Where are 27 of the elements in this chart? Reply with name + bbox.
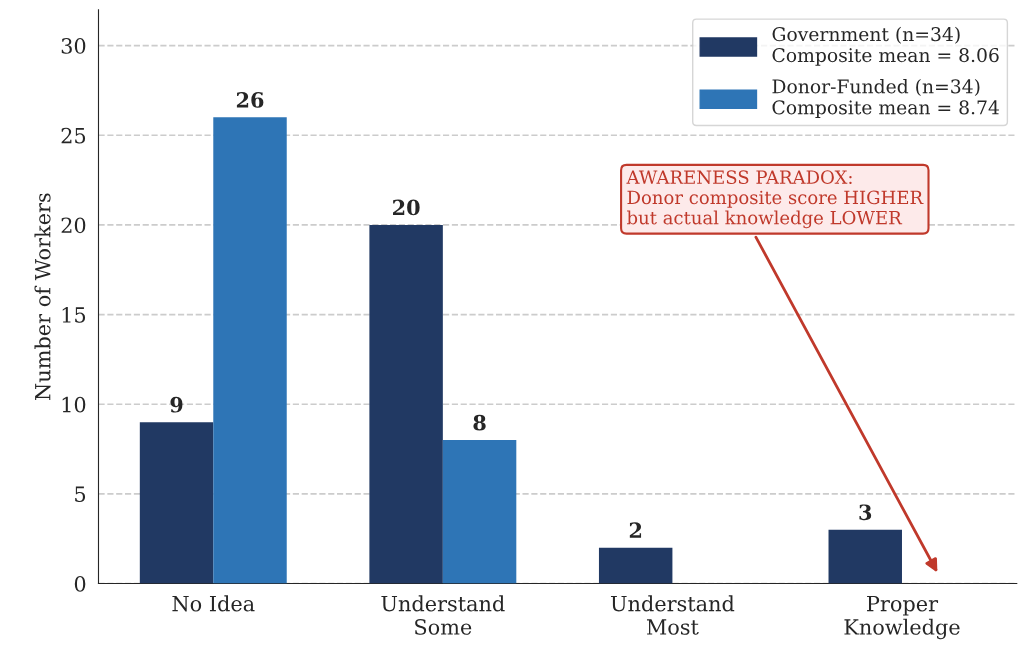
bar [213, 117, 287, 584]
data-label: 26 [236, 92, 264, 108]
data-label: 20 [393, 199, 420, 216]
x-tick-label: Understand Most [610, 595, 735, 635]
bar [139, 422, 214, 584]
bar [828, 529, 902, 584]
y-tick-label: 0 [74, 575, 86, 592]
legend-label: Donor-Funded (n=34) Composite mean = 8.74 [772, 78, 999, 119]
bar [598, 547, 673, 584]
y-tick-label: 30 [61, 38, 86, 54]
x-tick-label: Understand Some [381, 595, 505, 635]
y-tick-label: 20 [61, 217, 86, 234]
x-tick-label: Proper Knowledge [844, 595, 960, 640]
data-label: 3 [859, 504, 872, 521]
legend-label: Government (n=34) Composite mean = 8.06 [772, 26, 999, 66]
y-tick-label: 5 [75, 486, 86, 503]
bar [442, 440, 517, 584]
y-axis-title: Number of Workers [34, 193, 51, 400]
data-label: 2 [629, 522, 642, 538]
data-label: 8 [473, 414, 486, 431]
y-tick-label: 15 [62, 307, 86, 323]
y-tick-label: 25 [61, 127, 86, 144]
bar [369, 224, 443, 584]
y-tick-label: 10 [62, 396, 86, 413]
annotation: AWARENESS PARADOX: Donor composite score HIGHER but actual knowledge LOWER [626, 170, 924, 229]
data-label: 9 [170, 396, 183, 413]
x-tick-label: No Idea [172, 595, 255, 612]
